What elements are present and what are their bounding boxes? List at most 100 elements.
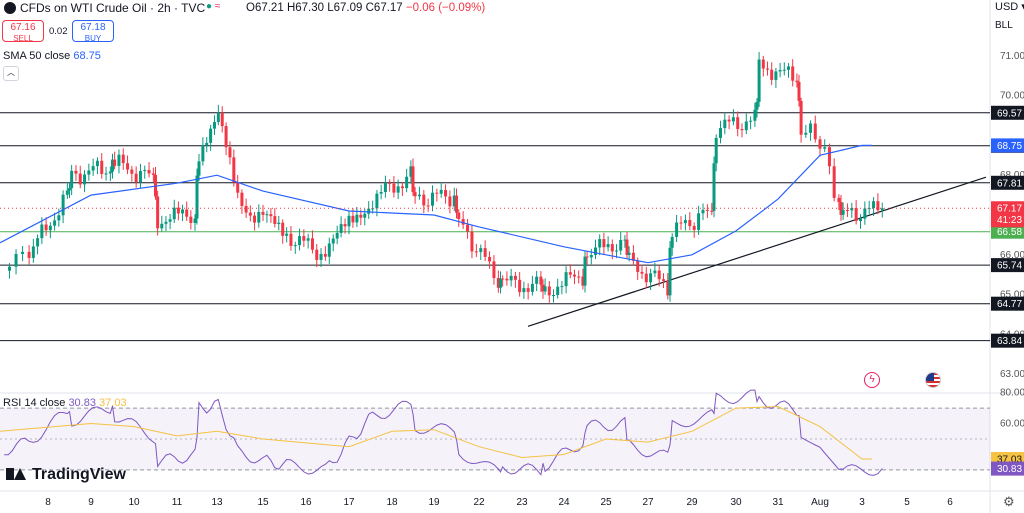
candle-body <box>804 132 808 135</box>
rsi-legend[interactable]: RSI 14 close 30.83 37.03 <box>3 397 127 409</box>
candle-body <box>61 194 65 216</box>
ohlc-open: O67.21 <box>246 2 284 14</box>
buy-button[interactable]: 67.18 BUY <box>72 20 114 43</box>
candle-body <box>310 238 314 250</box>
candle-body <box>573 274 576 277</box>
candle-body <box>27 251 31 258</box>
time-axis-tick: 5 <box>904 497 910 508</box>
candle-body <box>583 256 587 286</box>
candle-body <box>44 224 48 231</box>
candle-body <box>422 194 426 206</box>
candle-body <box>692 226 696 230</box>
candle-body <box>351 215 355 223</box>
currency-selector[interactable]: USD ▾ <box>995 1 1024 13</box>
rsi-value-tag <box>991 461 1024 476</box>
price-axis-tick: 66.00 <box>1000 250 1024 261</box>
time-axis-tick: Aug <box>811 497 829 508</box>
candle-body <box>147 169 151 174</box>
candle-body <box>837 197 841 203</box>
ohlc-change: −0.06 (−0.09%) <box>405 2 486 14</box>
candle-body <box>541 284 545 292</box>
rsi-ma-legend-value: 37.03 <box>99 397 127 409</box>
gear-icon[interactable]: ⚙ <box>1003 494 1015 509</box>
candle-body <box>371 208 375 210</box>
time-axis-tick: 15 <box>257 497 269 508</box>
scale-mode-label[interactable]: BLL <box>995 20 1013 31</box>
last-price-tag <box>991 201 1024 228</box>
candle-body <box>14 253 18 267</box>
candle-body <box>195 175 199 219</box>
candle-body <box>388 182 392 184</box>
candle-body <box>36 238 40 247</box>
flash-event-icon[interactable]: ϟ <box>864 372 880 388</box>
level-tag-label: 67.81 <box>997 178 1022 189</box>
level-tag <box>991 258 1024 273</box>
sma-price-tag-label: 68.75 <box>997 141 1022 152</box>
candle-body <box>126 163 130 170</box>
us-flag-event-icon[interactable] <box>925 372 941 388</box>
candle-body <box>799 100 803 135</box>
candle-body <box>712 163 716 211</box>
candle-body <box>670 236 674 248</box>
time-axis-tick: 3 <box>859 497 865 508</box>
candle-body <box>547 286 551 296</box>
candle-body <box>782 69 786 71</box>
candle-body <box>610 244 614 252</box>
candle-body <box>91 166 95 171</box>
candle-body <box>757 59 761 102</box>
candle-body <box>723 119 727 129</box>
candle-body <box>845 209 849 211</box>
candle-body <box>560 286 564 288</box>
candle-body <box>212 122 216 129</box>
level-tag <box>991 224 1024 239</box>
time-axis-tick: 8 <box>45 497 51 508</box>
candle-body <box>823 147 827 149</box>
candle-body <box>117 154 121 166</box>
candle-body <box>539 276 543 285</box>
candle-body <box>625 239 629 255</box>
market-status-icon[interactable]: ● ≈ <box>206 1 221 12</box>
candle-body <box>556 286 560 296</box>
sma-price-tag <box>991 138 1024 153</box>
candle-body <box>530 283 534 292</box>
candle-body <box>876 201 880 211</box>
candle-body <box>727 119 731 122</box>
last-price-tag-label: 67.17 <box>997 204 1022 215</box>
candle-body <box>172 207 176 220</box>
sma50-line <box>0 144 872 264</box>
collapse-legend-icon[interactable]: ︿ <box>3 66 19 81</box>
candle-body <box>731 117 735 122</box>
candle-body <box>244 205 248 213</box>
candle-body <box>770 69 774 80</box>
sell-button[interactable]: 67.16 SELL <box>2 20 44 43</box>
candle-body <box>331 238 335 244</box>
candle-body <box>261 211 265 215</box>
candle-body <box>492 261 496 279</box>
candle-body <box>134 173 138 183</box>
time-axis-tick: 31 <box>772 497 784 508</box>
candle-body <box>181 209 185 214</box>
candle-body <box>111 159 114 172</box>
candle-body <box>21 251 25 254</box>
price-axis-tick: 68.00 <box>1000 170 1024 181</box>
candle-body <box>327 243 331 257</box>
candle-body <box>778 70 782 72</box>
candle-body <box>488 256 492 262</box>
candle-body <box>701 209 705 214</box>
price-axis-tick: 70.00 <box>1000 91 1024 102</box>
candle-body <box>627 252 631 255</box>
sell-price: 67.16 <box>10 22 36 33</box>
candle-body <box>774 71 778 80</box>
sma-legend[interactable]: SMA 50 close 68.75 <box>3 50 101 62</box>
candle-body <box>585 256 589 258</box>
level-tag-label: 65.74 <box>997 261 1022 272</box>
candle-body <box>832 166 836 198</box>
candle-body <box>269 214 273 217</box>
rsi-axis-tick: 60.00 <box>1000 419 1024 430</box>
buy-label: BUY <box>84 34 102 43</box>
symbol-title[interactable]: CFDs on WTI Crude Oil · 2h · TVC <box>4 1 205 15</box>
candle-body <box>87 170 91 175</box>
time-axis-tick: 13 <box>211 497 223 508</box>
candle-body <box>631 252 635 261</box>
